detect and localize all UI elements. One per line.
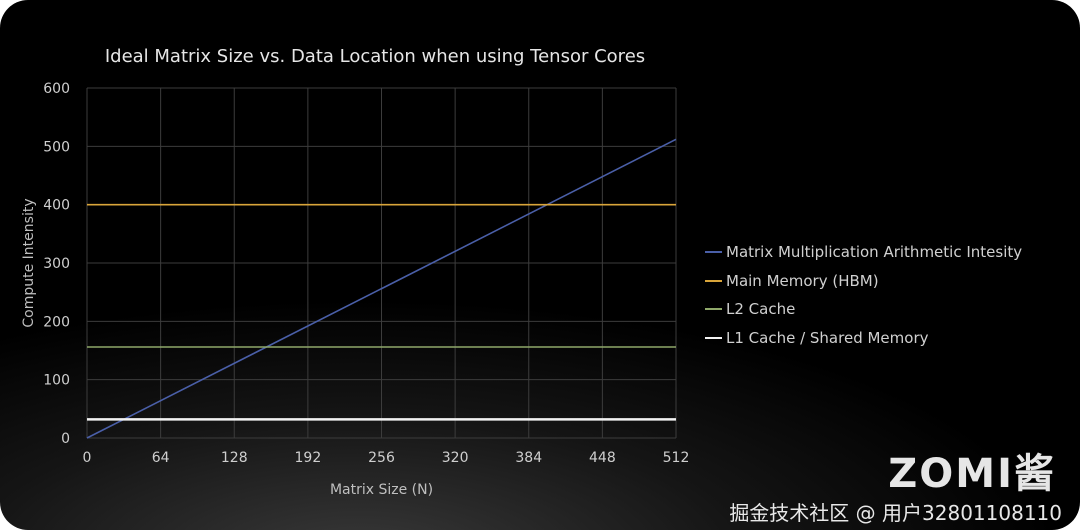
- legend-swatch: [705, 336, 722, 339]
- x-tick-label: 64: [152, 450, 170, 466]
- x-tick-label: 0: [83, 450, 92, 466]
- legend-swatch: [705, 251, 722, 254]
- legend-swatch: [705, 279, 722, 282]
- legend-label: L2 Cache: [726, 300, 796, 319]
- watermark: 掘金技术社区 @ 用户3280110811​0: [729, 501, 1062, 525]
- x-tick-label: 320: [442, 450, 469, 466]
- y-tick-label: 400: [43, 198, 70, 214]
- legend-label: Matrix Multiplication Arithmetic Intesit…: [726, 243, 1023, 262]
- legend-item: L1 Cache / Shared Memory: [705, 324, 1022, 353]
- legend-item: Main Memory (HBM): [705, 267, 1022, 296]
- series-line: [86, 138, 677, 439]
- legend-item: Matrix Multiplication Arithmetic Intesit…: [705, 238, 1022, 267]
- legend-swatch: [705, 308, 722, 311]
- legend-item: L2 Cache: [705, 295, 1022, 324]
- logo: ZOMI酱: [888, 451, 1056, 497]
- x-tick-label: 512: [663, 450, 690, 466]
- chart-title: Ideal Matrix Size vs. Data Location when…: [104, 46, 646, 67]
- x-tick-label: 384: [515, 450, 542, 466]
- x-tick-label: 448: [589, 450, 616, 466]
- x-axis-label: Matrix Size (N): [330, 482, 433, 498]
- legend: Matrix Multiplication Arithmetic Intesit…: [705, 238, 1022, 352]
- legend-label: L1 Cache / Shared Memory: [726, 328, 929, 347]
- y-tick-label: 100: [43, 373, 70, 389]
- x-tick-label: 128: [221, 450, 248, 466]
- y-tick-label: 200: [43, 314, 70, 330]
- y-axis-label: Compute Intensity: [21, 198, 37, 327]
- x-tick-label: 256: [368, 450, 395, 466]
- y-tick-label: 500: [43, 139, 70, 155]
- y-tick-label: 600: [43, 81, 70, 97]
- x-tick-label: 192: [295, 450, 322, 466]
- legend-label: Main Memory (HBM): [726, 271, 879, 290]
- y-tick-label: 300: [43, 256, 70, 272]
- y-tick-label: 0: [61, 431, 70, 447]
